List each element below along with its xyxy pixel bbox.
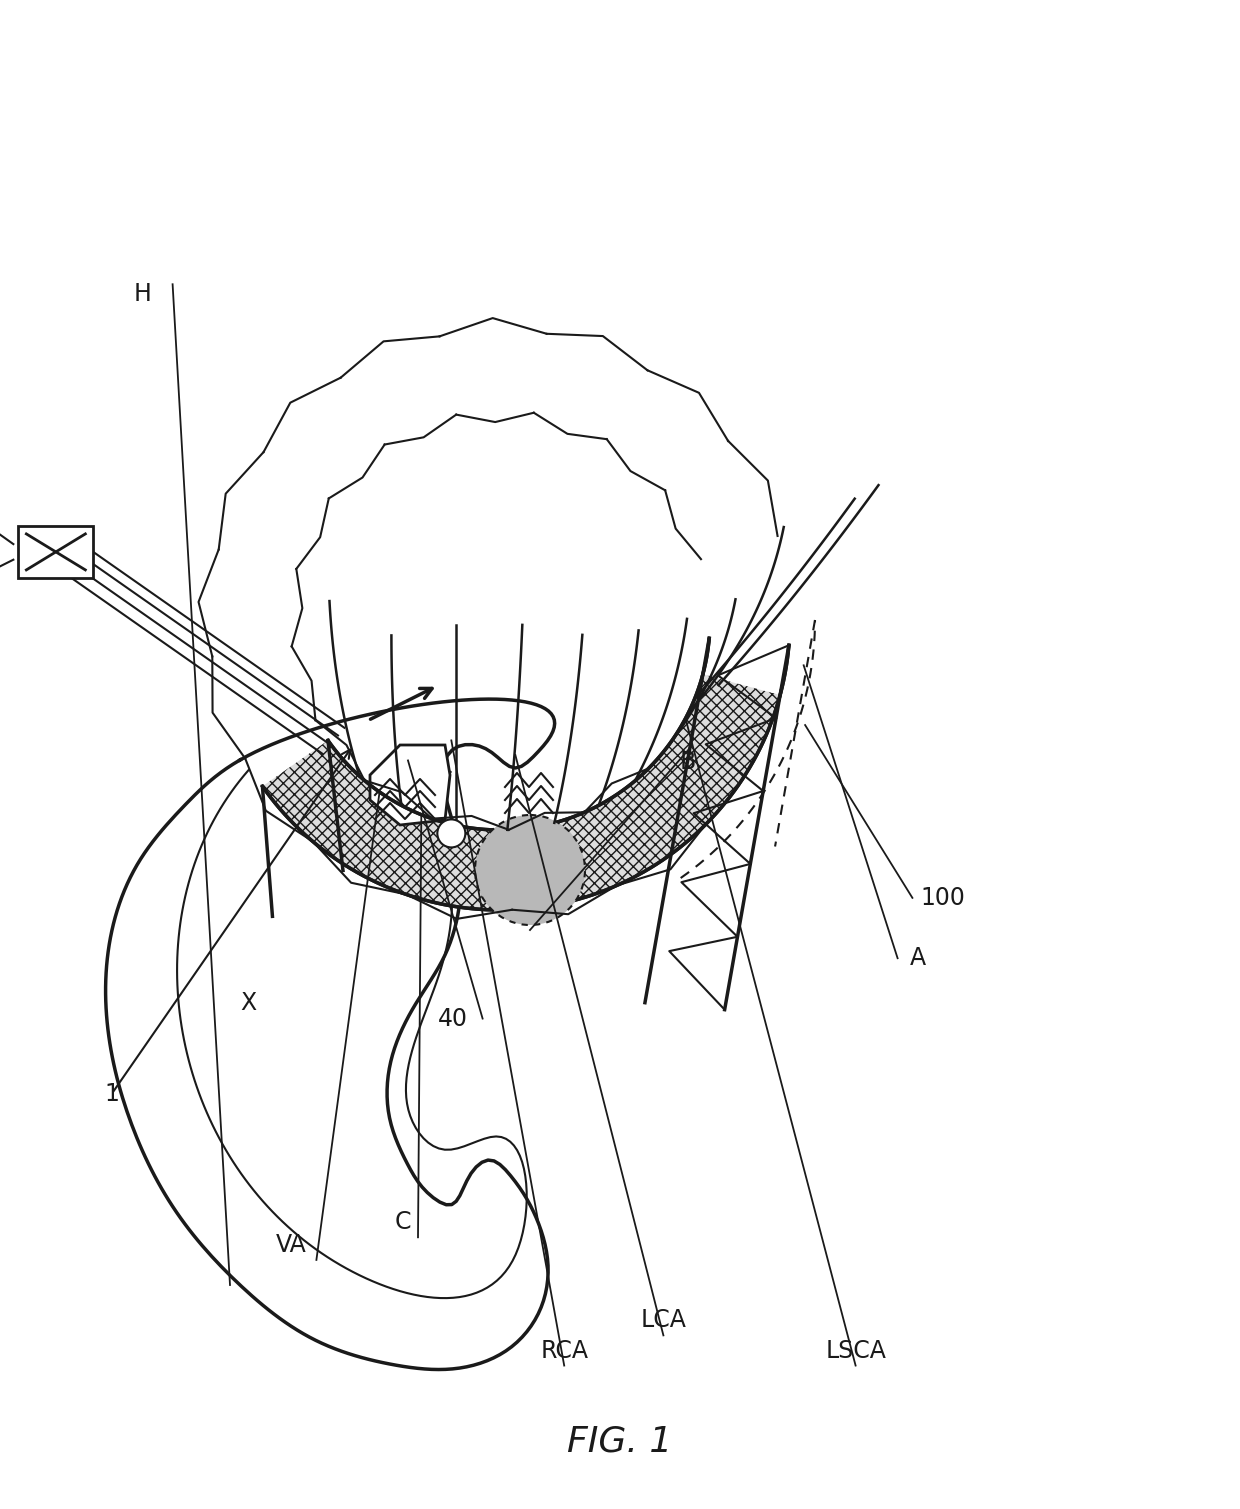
Polygon shape — [263, 675, 780, 910]
Circle shape — [438, 819, 465, 848]
Text: C: C — [394, 1210, 412, 1234]
Text: 1: 1 — [104, 1082, 119, 1106]
Text: B: B — [680, 750, 697, 774]
Text: 40: 40 — [438, 1007, 467, 1031]
Text: LCA: LCA — [641, 1308, 686, 1332]
Text: A: A — [909, 946, 926, 970]
Polygon shape — [370, 745, 450, 825]
Text: FIG. 1: FIG. 1 — [568, 1424, 672, 1458]
Text: H: H — [134, 282, 151, 306]
Text: 100: 100 — [920, 886, 965, 910]
Text: VA: VA — [277, 1233, 306, 1257]
Bar — [19, 527, 93, 578]
Text: RCA: RCA — [541, 1338, 588, 1363]
Text: X: X — [239, 991, 257, 1016]
Circle shape — [475, 815, 585, 925]
Text: LSCA: LSCA — [825, 1338, 887, 1363]
